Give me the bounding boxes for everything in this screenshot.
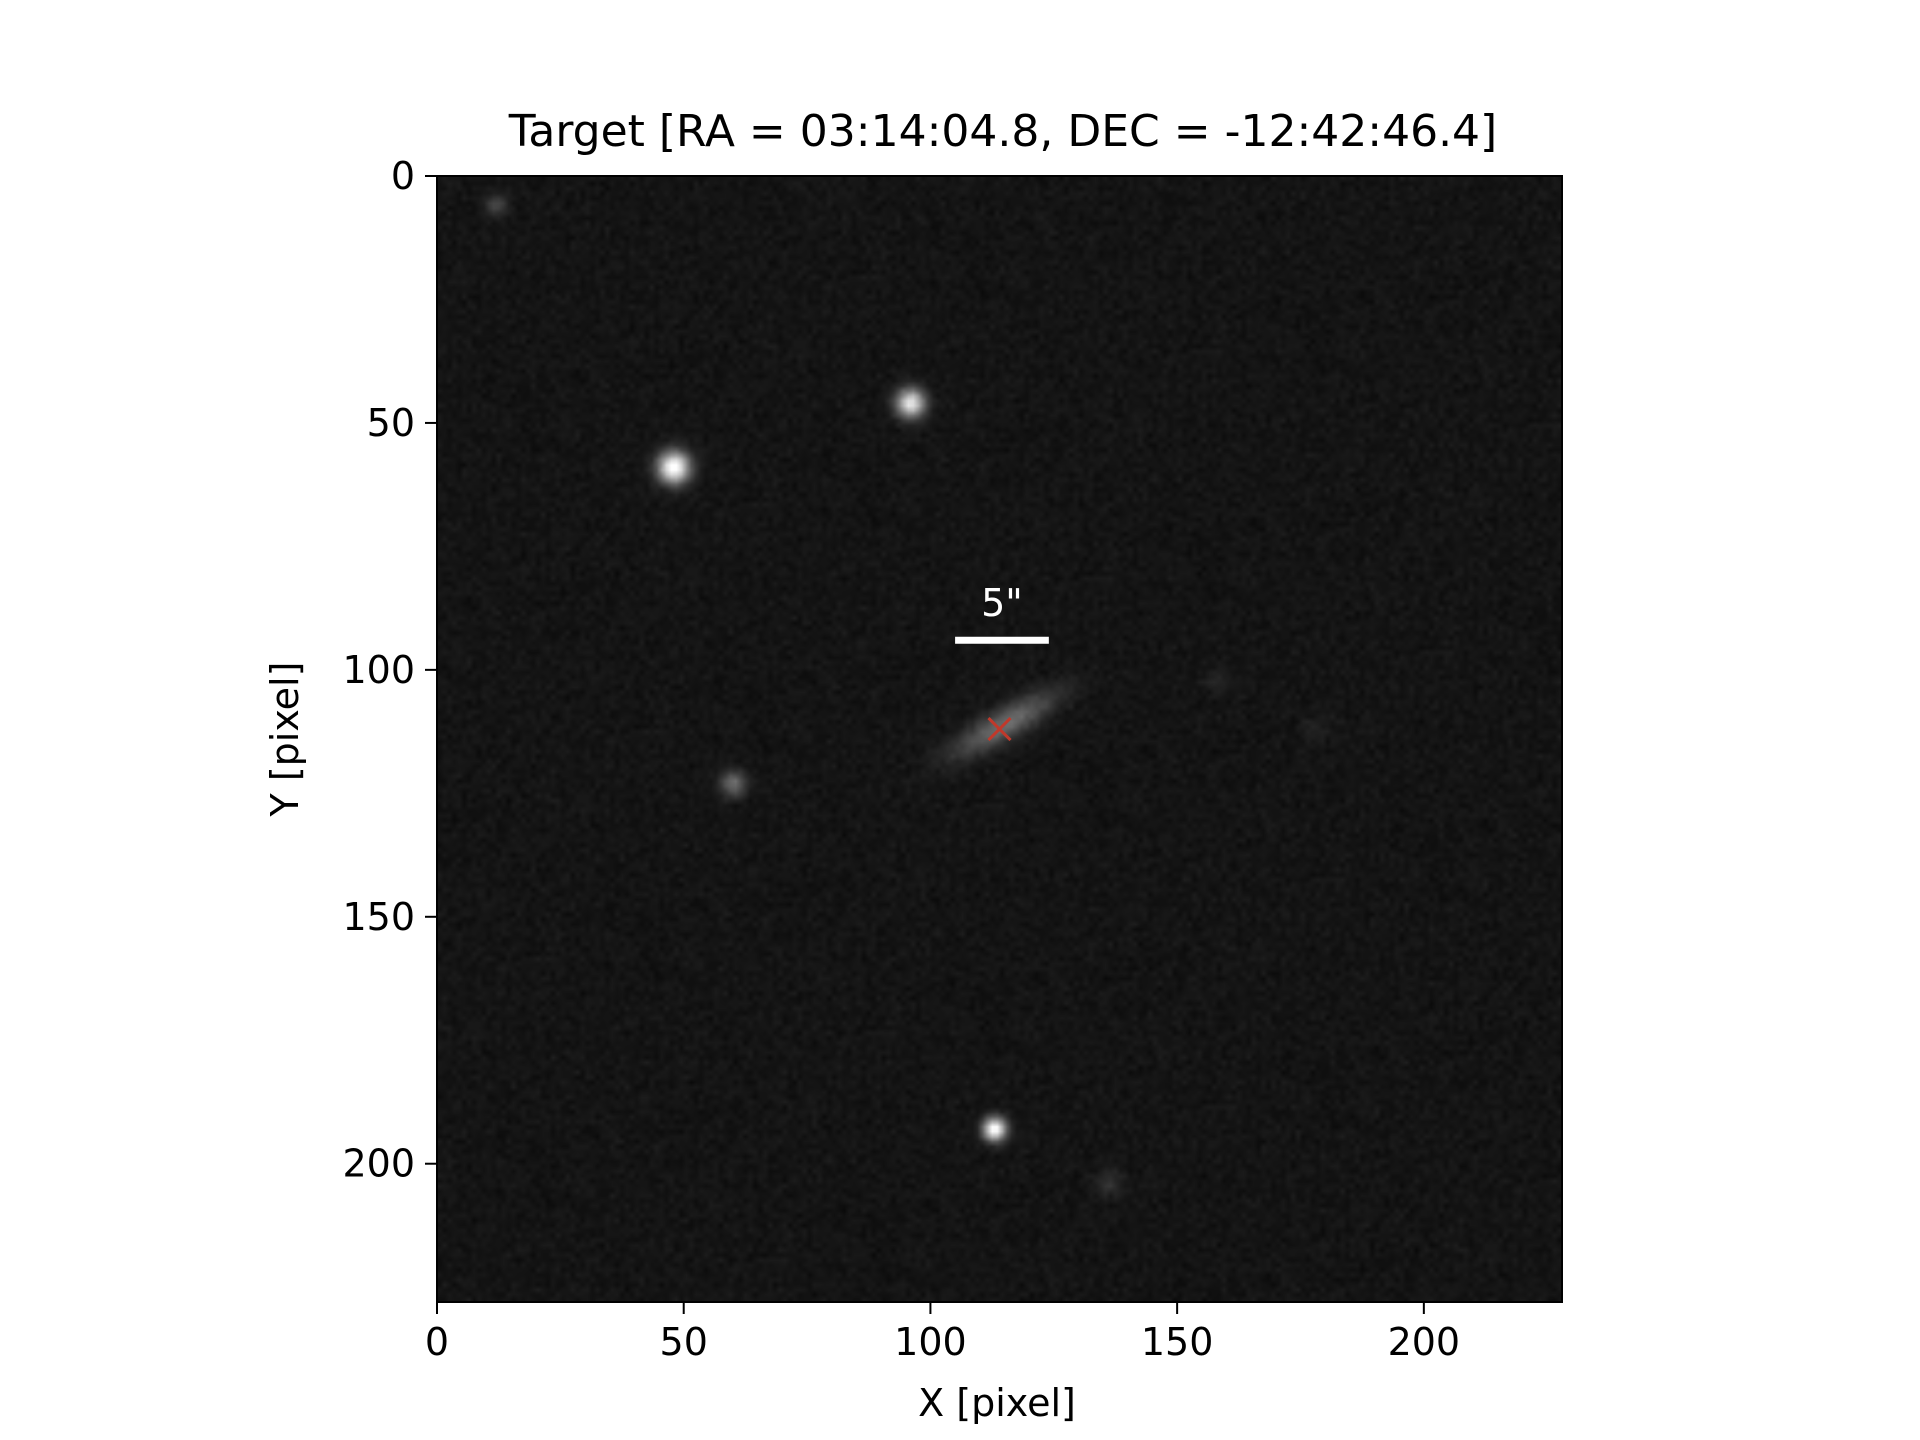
target-marker-x-icon [987, 717, 1012, 742]
sky-image [437, 176, 1562, 1302]
x-tick-label: 150 [1141, 1320, 1214, 1364]
axes-frame [436, 175, 1563, 1303]
x-tick-label: 200 [1388, 1320, 1461, 1364]
y-tick-label: 50 [367, 401, 415, 445]
y-tick-label: 200 [342, 1142, 415, 1186]
x-axis-label: X [pixel] [918, 1381, 1076, 1425]
y-tick-label: 150 [342, 895, 415, 939]
x-axis-ticks: 0 50 100 150 200 [425, 1302, 1460, 1364]
x-tick-label: 0 [425, 1320, 449, 1364]
figure-title: Target [RA = 03:14:04.8, DEC = -12:42:46… [508, 106, 1497, 157]
x-tick-label: 100 [894, 1320, 967, 1364]
y-axis-label: Y [pixel] [263, 662, 307, 818]
image-panel: 5" [436, 175, 1563, 1303]
overlay: 5" [955, 581, 1049, 742]
scalebar-label: 5" [981, 581, 1023, 625]
y-axis-ticks: 0 50 100 150 200 [342, 154, 437, 1186]
y-tick-label: 100 [342, 648, 415, 692]
x-tick-label: 50 [660, 1320, 708, 1364]
target-marker-stroke [987, 717, 1012, 742]
y-tick-label: 0 [391, 154, 415, 198]
